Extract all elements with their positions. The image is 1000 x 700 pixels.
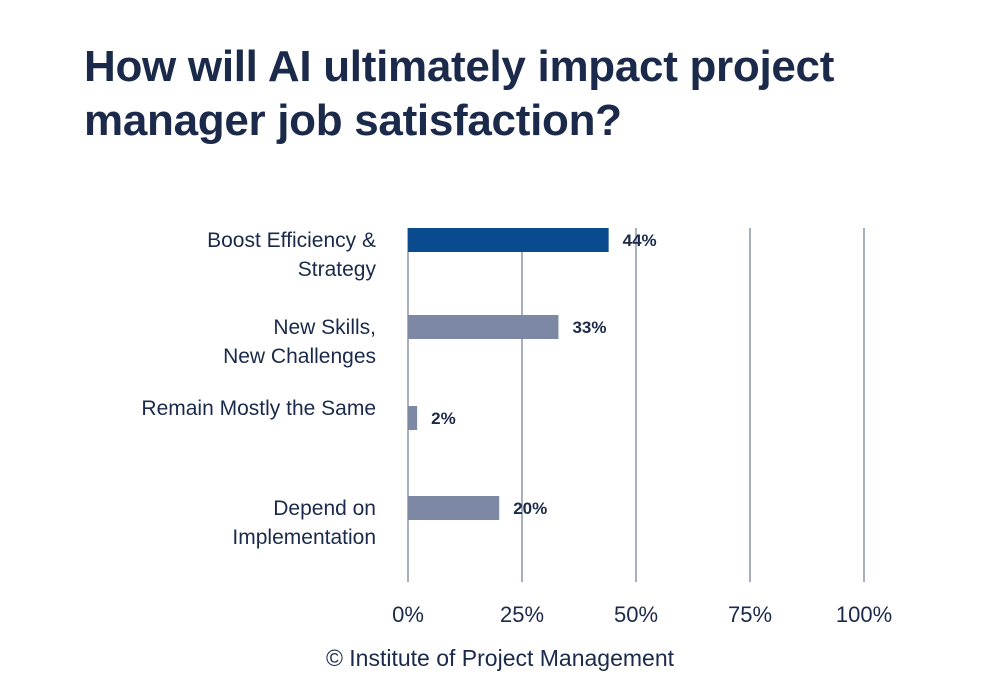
x-tick-label: 50% <box>614 602 658 627</box>
category-label: Remain Mostly the Same <box>141 397 376 420</box>
value-label: 44% <box>623 231 657 250</box>
value-label: 2% <box>431 409 456 428</box>
bar-layer <box>408 228 609 520</box>
value-label: 20% <box>513 499 547 518</box>
chart-title: How will AI ultimately impact project ma… <box>84 42 835 145</box>
category-label: Implementation <box>232 526 376 549</box>
category-label: Boost Efficiency & <box>207 229 376 252</box>
x-tick-label: 75% <box>728 602 772 627</box>
x-tick-label: 100% <box>836 602 892 627</box>
category-label: New Challenges <box>223 345 376 368</box>
grid-layer <box>407 228 865 582</box>
x-tick-label: 0% <box>392 602 424 627</box>
category-label: New Skills, <box>273 316 376 339</box>
category-label: Strategy <box>298 258 377 281</box>
bar-2 <box>408 406 418 430</box>
label-layer: 0% 25% 50% 75% 100% 44% Boost Efficiency & Stra… <box>141 229 892 627</box>
copyright-footer: © Institute of Project Management <box>325 645 675 671</box>
category-label: Depend on <box>273 497 376 520</box>
value-label: 33% <box>572 318 606 337</box>
x-tick-label: 25% <box>500 602 544 627</box>
bar-0 <box>408 228 609 252</box>
bar-1 <box>408 315 559 339</box>
bar-3 <box>408 496 500 520</box>
